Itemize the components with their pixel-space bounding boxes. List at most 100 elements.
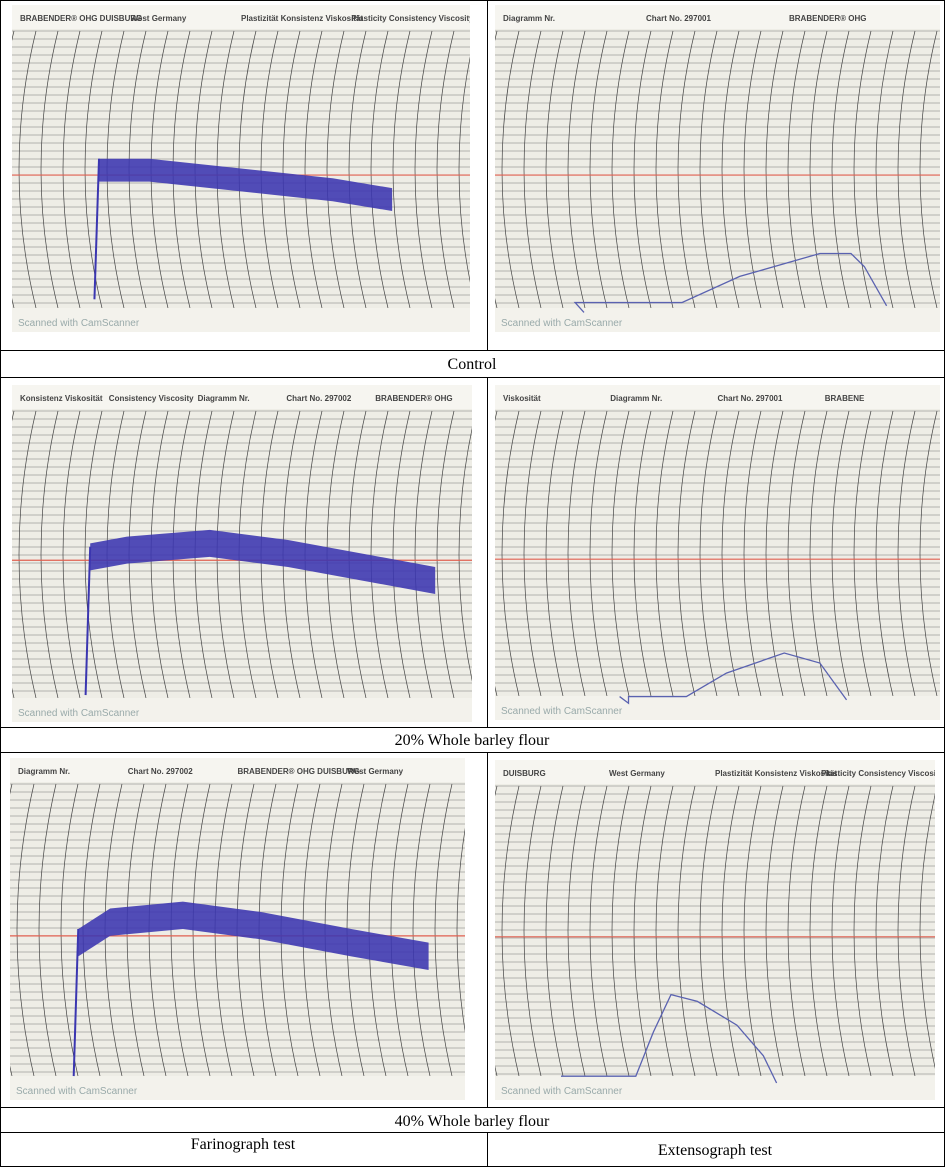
- paper-arc: [412, 783, 431, 1077]
- paper-arc: [370, 410, 389, 699]
- paper-arc: [677, 410, 696, 697]
- paper-arc: [390, 783, 409, 1077]
- farinograph-trace: [99, 158, 393, 212]
- paper-arc: [501, 785, 520, 1077]
- paper-arc: [260, 30, 279, 309]
- extensograph-trace: [573, 252, 888, 313]
- chart-photo: Diagramm Nr. Chart No. 297002 BRABENDER® O…: [10, 758, 465, 1100]
- paper-arc: [721, 785, 740, 1077]
- paper-arc: [853, 30, 872, 309]
- paper-arc: [18, 410, 37, 699]
- paper-arc: [919, 410, 938, 697]
- paper-arc: [831, 785, 850, 1077]
- paper-arc: [787, 410, 806, 697]
- chart-header-text: DUISBURG: [503, 769, 546, 778]
- header-strip: [495, 385, 940, 409]
- paper-arc: [875, 785, 894, 1077]
- chart-header-text: BRABENDER® OHG: [375, 394, 452, 403]
- paper-arc: [38, 783, 57, 1077]
- paper-arc: [40, 410, 59, 699]
- paper-arc: [699, 785, 718, 1077]
- chart-header-text: West Germany: [131, 14, 187, 23]
- column-label: Farinograph test: [191, 1136, 296, 1153]
- paper-arc: [18, 30, 37, 309]
- footer-strip: [10, 1076, 465, 1100]
- footer-strip: [12, 308, 470, 332]
- paper-arc: [501, 410, 520, 697]
- paper-arc: [655, 410, 674, 697]
- farinograph-trace: [78, 901, 429, 971]
- paper-arc: [765, 30, 784, 309]
- paper-arc: [348, 30, 367, 309]
- paper-arc: [831, 30, 850, 309]
- paper-arc: [743, 410, 762, 697]
- paper-arc: [743, 785, 762, 1077]
- chart-header-text: Chart No. 297002: [128, 767, 193, 776]
- paper-arc: [655, 785, 674, 1077]
- paper-arc: [633, 30, 652, 309]
- paper-arc: [458, 56, 470, 283]
- chart-header-text: Chart No. 297001: [718, 394, 783, 403]
- chart-photo: Konsistenz Viskosität Consistency Viscosi…: [12, 385, 472, 722]
- chart-header-text: West Germany: [609, 769, 665, 778]
- chart-header-text: BRABENDER® OHG DUISBURG: [20, 14, 142, 23]
- paper-arc: [809, 410, 828, 697]
- paper-arc: [787, 785, 806, 1077]
- paper-arc: [611, 410, 630, 697]
- paper-arc: [721, 410, 740, 697]
- chart-header-text: Plasticity Consistency Viscosity: [352, 14, 475, 23]
- paper-arc: [897, 410, 916, 697]
- paper-arc: [62, 410, 81, 699]
- row-caption: 20% Whole barley flour: [395, 732, 550, 749]
- paper-arc: [523, 785, 542, 1077]
- paper-arc: [633, 410, 652, 697]
- chart-header-text: Plastizität Konsistenz Viskosität: [715, 769, 837, 778]
- paper-arc: [721, 30, 740, 309]
- paper-arc: [456, 827, 465, 1033]
- paper-arc: [282, 30, 301, 309]
- paper-arc: [392, 410, 411, 699]
- chart-header-text: Diagramm Nr.: [18, 767, 70, 776]
- paper-arc: [84, 410, 103, 699]
- paper-arc: [809, 785, 828, 1077]
- chart-header-text: Chart No. 297001: [646, 14, 711, 23]
- chart-header-text: Konsistenz Viskosität: [20, 394, 103, 403]
- paper-arc: [919, 30, 938, 309]
- paper-arc: [414, 410, 433, 699]
- chart-header-text: Diagramm Nr.: [610, 394, 662, 403]
- column-label: Extensograph test: [658, 1142, 773, 1159]
- chart-header-text: Diagramm Nr.: [503, 14, 555, 23]
- paper-arc: [545, 410, 564, 697]
- paper-arc: [611, 30, 630, 309]
- farinograph-rise: [93, 158, 101, 300]
- paper-arc: [495, 410, 498, 697]
- paper-arc: [567, 410, 586, 697]
- paper-arc: [765, 410, 784, 697]
- chart-header-text: BRABENE: [825, 394, 865, 403]
- paper-arc: [633, 785, 652, 1077]
- paper-arc: [62, 30, 81, 309]
- paper-arc: [567, 785, 586, 1077]
- header-strip: [495, 5, 940, 29]
- scan-watermark: Scanned with CamScanner: [501, 706, 623, 717]
- paper-arc: [655, 30, 674, 309]
- paper-arc: [677, 30, 696, 309]
- header-strip: [12, 5, 470, 29]
- paper-arc: [765, 785, 784, 1077]
- paper-arc: [545, 30, 564, 309]
- paper-arc: [370, 30, 389, 309]
- paper-arc: [567, 30, 586, 309]
- farinograph-trace: [90, 529, 436, 594]
- paper-arc: [60, 783, 79, 1077]
- paper-arc: [436, 30, 455, 309]
- scan-watermark: Scanned with CamScanner: [16, 1086, 138, 1097]
- chart-header-text: Diagramm Nr.: [198, 394, 250, 403]
- extensograph-trace: [619, 652, 848, 705]
- chart-photo: DUISBURG West Germany Plastizität Konsiste…: [495, 760, 935, 1100]
- farinograph-rise: [84, 546, 92, 696]
- paper-arc: [875, 410, 894, 697]
- paper-arc: [523, 30, 542, 309]
- paper-arc: [897, 30, 916, 309]
